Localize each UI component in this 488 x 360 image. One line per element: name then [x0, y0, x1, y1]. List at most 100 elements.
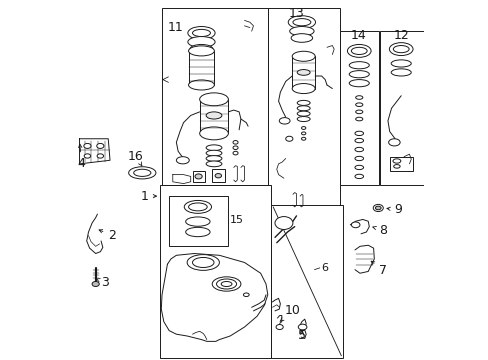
Ellipse shape	[355, 96, 362, 99]
Ellipse shape	[348, 62, 368, 69]
Ellipse shape	[355, 103, 362, 107]
Ellipse shape	[287, 16, 315, 29]
Ellipse shape	[354, 174, 363, 179]
Ellipse shape	[233, 146, 238, 149]
Ellipse shape	[84, 154, 90, 158]
Ellipse shape	[393, 165, 399, 168]
Ellipse shape	[289, 27, 313, 36]
Text: 15: 15	[230, 215, 244, 225]
Ellipse shape	[83, 143, 91, 148]
Ellipse shape	[279, 118, 289, 124]
Ellipse shape	[215, 174, 221, 178]
Ellipse shape	[97, 154, 103, 158]
Ellipse shape	[188, 80, 214, 90]
Ellipse shape	[301, 132, 305, 135]
Ellipse shape	[192, 30, 210, 37]
Text: 14: 14	[350, 29, 366, 42]
Bar	[199, 99, 228, 134]
Ellipse shape	[292, 84, 314, 94]
Ellipse shape	[297, 100, 309, 105]
Text: 8: 8	[372, 224, 386, 237]
Bar	[267, 8, 339, 221]
Ellipse shape	[187, 27, 215, 40]
Bar	[292, 56, 314, 89]
Ellipse shape	[195, 174, 202, 179]
Ellipse shape	[221, 282, 231, 287]
Ellipse shape	[199, 93, 228, 106]
Ellipse shape	[375, 206, 380, 210]
Ellipse shape	[301, 137, 305, 140]
Ellipse shape	[355, 110, 362, 114]
Ellipse shape	[233, 140, 238, 144]
Ellipse shape	[199, 127, 228, 140]
Ellipse shape	[372, 204, 383, 212]
Ellipse shape	[297, 69, 309, 75]
Ellipse shape	[206, 150, 222, 156]
Ellipse shape	[192, 257, 214, 267]
Ellipse shape	[128, 167, 156, 179]
Ellipse shape	[290, 34, 312, 42]
Ellipse shape	[184, 201, 211, 213]
Ellipse shape	[351, 222, 359, 228]
Ellipse shape	[388, 139, 399, 146]
Ellipse shape	[348, 80, 368, 87]
Ellipse shape	[351, 47, 366, 54]
Ellipse shape	[346, 44, 370, 57]
Ellipse shape	[390, 69, 410, 76]
Text: 16: 16	[128, 150, 143, 166]
Bar	[339, 31, 378, 185]
Ellipse shape	[297, 111, 309, 116]
Text: 4: 4	[78, 144, 85, 170]
Ellipse shape	[298, 324, 306, 330]
Ellipse shape	[348, 71, 368, 78]
Ellipse shape	[206, 112, 222, 119]
Ellipse shape	[354, 147, 363, 152]
Text: 10: 10	[280, 305, 300, 321]
Ellipse shape	[212, 277, 241, 291]
Text: 11: 11	[167, 21, 183, 34]
Ellipse shape	[233, 151, 238, 155]
Bar	[212, 169, 224, 182]
Ellipse shape	[206, 156, 222, 161]
Ellipse shape	[243, 293, 249, 297]
Ellipse shape	[133, 169, 151, 176]
Ellipse shape	[354, 165, 363, 170]
Text: 7: 7	[370, 261, 386, 277]
Bar	[160, 185, 271, 357]
Ellipse shape	[355, 117, 362, 121]
Ellipse shape	[206, 161, 222, 167]
Ellipse shape	[354, 156, 363, 161]
Ellipse shape	[216, 279, 236, 289]
Ellipse shape	[185, 217, 210, 226]
Ellipse shape	[97, 143, 104, 148]
Ellipse shape	[354, 131, 363, 135]
Text: 12: 12	[393, 29, 408, 42]
Ellipse shape	[292, 19, 310, 26]
Bar	[271, 205, 343, 357]
Ellipse shape	[276, 324, 283, 329]
Bar	[169, 196, 228, 246]
Ellipse shape	[274, 217, 292, 229]
Ellipse shape	[92, 282, 99, 287]
Text: 3: 3	[96, 276, 109, 289]
Ellipse shape	[190, 44, 212, 54]
Ellipse shape	[176, 157, 189, 164]
Bar	[188, 51, 214, 85]
Ellipse shape	[187, 37, 215, 47]
Ellipse shape	[390, 60, 410, 67]
Ellipse shape	[354, 138, 363, 143]
Text: 2: 2	[99, 229, 116, 242]
Ellipse shape	[301, 127, 305, 130]
Ellipse shape	[187, 255, 219, 270]
Text: 1: 1	[140, 190, 156, 203]
Bar	[162, 8, 267, 185]
Ellipse shape	[297, 117, 309, 122]
Bar	[379, 31, 423, 185]
Ellipse shape	[392, 159, 400, 163]
Text: 9: 9	[386, 203, 402, 216]
Ellipse shape	[292, 51, 314, 61]
Ellipse shape	[188, 203, 207, 211]
Text: 5: 5	[298, 329, 305, 342]
Ellipse shape	[392, 45, 408, 53]
Ellipse shape	[388, 42, 412, 55]
